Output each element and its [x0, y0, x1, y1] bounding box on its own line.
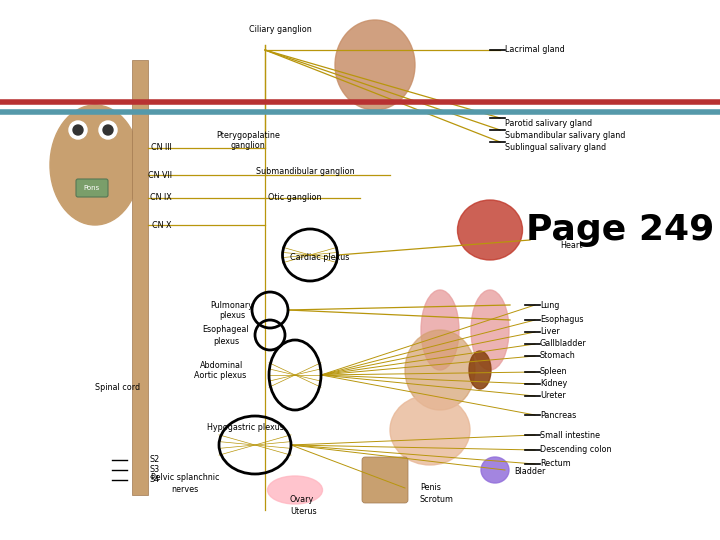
- Text: Sublingual salivary gland: Sublingual salivary gland: [505, 143, 606, 152]
- Ellipse shape: [405, 330, 475, 410]
- Text: Liver: Liver: [540, 327, 559, 336]
- Text: Small intestine: Small intestine: [540, 430, 600, 440]
- Text: Esophagus: Esophagus: [540, 315, 583, 325]
- Text: Rectum: Rectum: [540, 460, 571, 469]
- Text: Lacrimal gland: Lacrimal gland: [505, 45, 564, 55]
- Text: Page 249: Page 249: [526, 213, 714, 247]
- Ellipse shape: [481, 457, 509, 483]
- Text: Gallbladder: Gallbladder: [540, 340, 587, 348]
- Circle shape: [103, 125, 113, 135]
- Text: Uterus: Uterus: [290, 507, 317, 516]
- Ellipse shape: [335, 20, 415, 110]
- Bar: [132, 60, 148, 495]
- Text: Pulmonary: Pulmonary: [210, 300, 253, 309]
- Text: Cardiac plexus: Cardiac plexus: [290, 253, 350, 262]
- Text: Otic ganglion: Otic ganglion: [269, 193, 322, 202]
- Text: S2: S2: [150, 456, 160, 464]
- Text: Lung: Lung: [540, 300, 559, 309]
- Text: nerves: nerves: [171, 484, 199, 494]
- Text: Ovary: Ovary: [290, 496, 314, 504]
- Text: Spinal cord: Spinal cord: [96, 383, 140, 393]
- Text: S4: S4: [150, 476, 160, 484]
- Text: plexus: plexus: [219, 312, 245, 321]
- Circle shape: [73, 125, 83, 135]
- Ellipse shape: [471, 290, 509, 370]
- Text: Pons: Pons: [84, 185, 100, 191]
- Text: Ureter: Ureter: [540, 392, 566, 401]
- Text: plexus: plexus: [213, 336, 239, 346]
- Text: Hypogastric plexus: Hypogastric plexus: [207, 422, 284, 431]
- Circle shape: [69, 121, 87, 139]
- Text: Kidney: Kidney: [540, 380, 567, 388]
- Circle shape: [99, 121, 117, 139]
- Text: Abdominal: Abdominal: [200, 361, 243, 369]
- Text: Pterygopalatine: Pterygopalatine: [216, 131, 280, 139]
- FancyBboxPatch shape: [76, 179, 108, 197]
- Ellipse shape: [268, 476, 323, 504]
- Text: Pelvic splanchnic: Pelvic splanchnic: [150, 474, 220, 483]
- Text: CN X: CN X: [153, 220, 172, 230]
- Text: Aortic plexus: Aortic plexus: [194, 372, 246, 381]
- Text: Heart: Heart: [560, 240, 582, 249]
- Ellipse shape: [50, 105, 140, 225]
- Text: Esophageal: Esophageal: [203, 326, 249, 334]
- Ellipse shape: [469, 351, 491, 389]
- Text: Submandibular salivary gland: Submandibular salivary gland: [505, 131, 626, 139]
- Text: Submandibular ganglion: Submandibular ganglion: [256, 166, 354, 176]
- Text: Spleen: Spleen: [540, 368, 567, 376]
- Text: Stomach: Stomach: [540, 352, 576, 361]
- Text: Bladder: Bladder: [514, 468, 545, 476]
- Text: CN IX: CN IX: [150, 193, 172, 202]
- Text: S3: S3: [150, 465, 160, 475]
- Text: CN III: CN III: [151, 144, 172, 152]
- Text: Parotid salivary gland: Parotid salivary gland: [505, 118, 592, 127]
- Text: ganglion: ganglion: [230, 141, 266, 151]
- Text: Scrotum: Scrotum: [420, 495, 454, 503]
- Text: Penis: Penis: [420, 483, 441, 492]
- Text: Descending colon: Descending colon: [540, 446, 611, 455]
- Text: Pancreas: Pancreas: [540, 410, 576, 420]
- Text: Ciliary ganglion: Ciliary ganglion: [248, 25, 311, 35]
- FancyBboxPatch shape: [362, 457, 408, 503]
- Ellipse shape: [457, 200, 523, 260]
- Ellipse shape: [390, 395, 470, 465]
- Ellipse shape: [421, 290, 459, 370]
- Text: CN VII: CN VII: [148, 171, 172, 179]
